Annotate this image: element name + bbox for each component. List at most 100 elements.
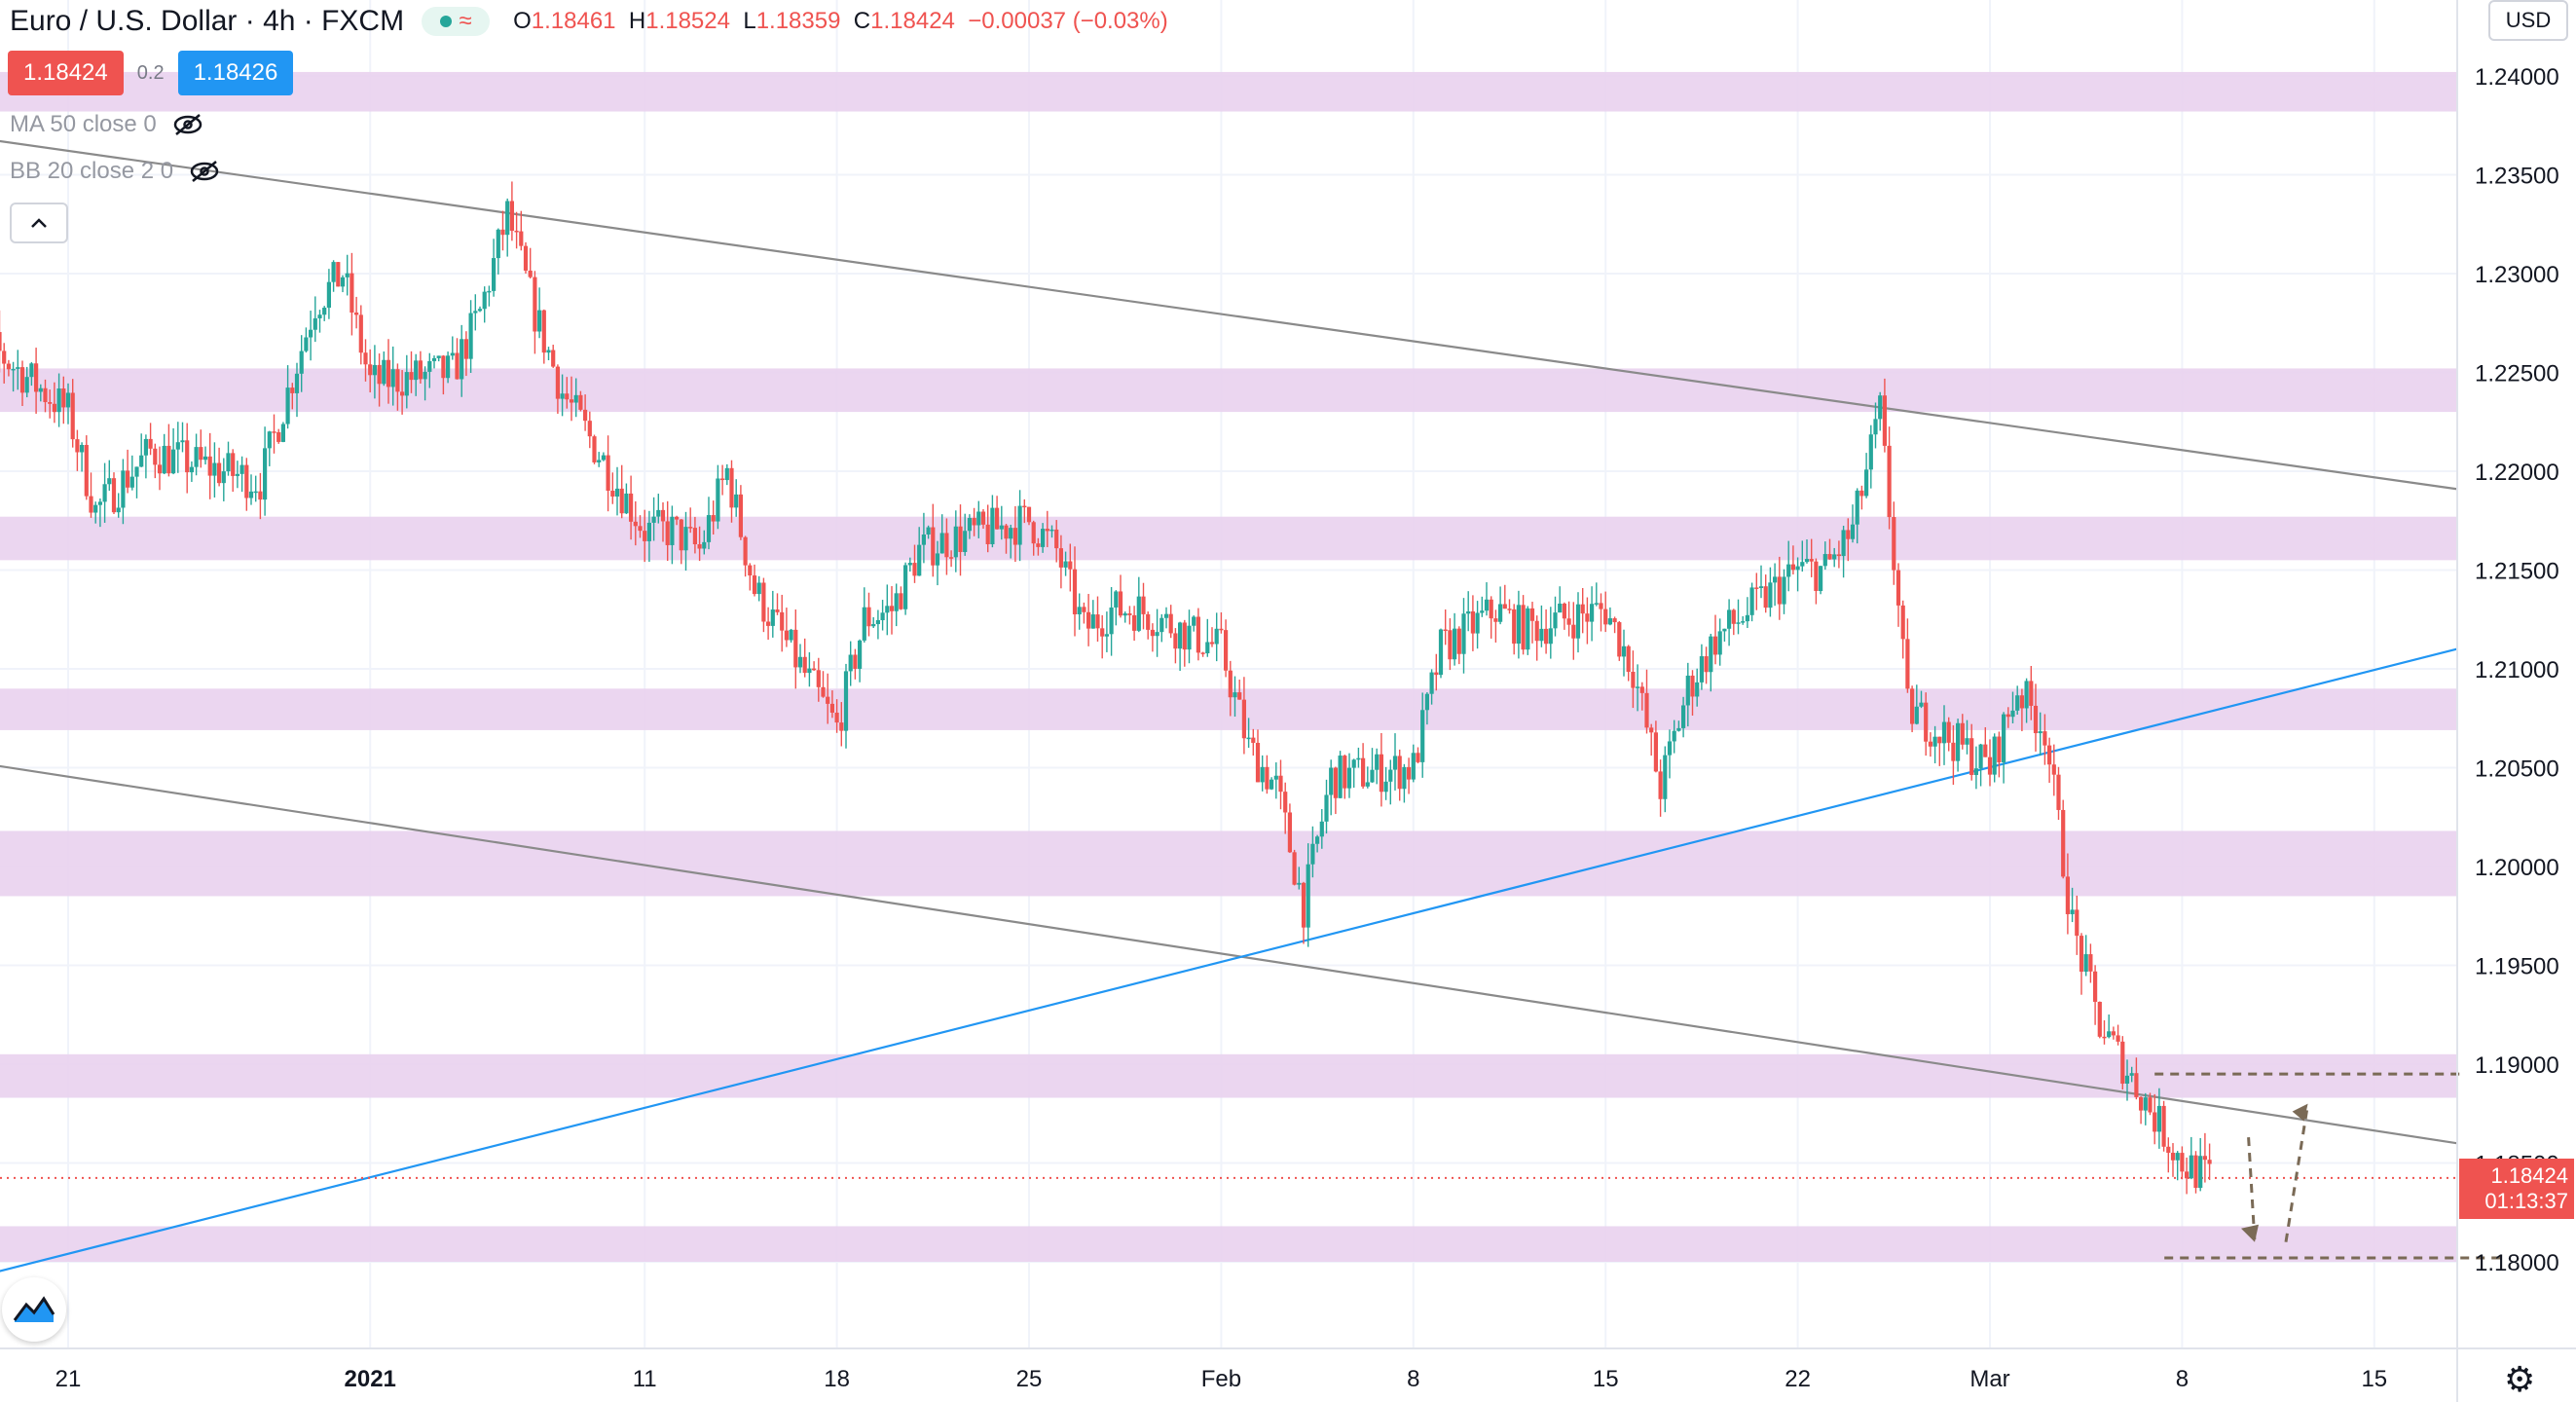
candle xyxy=(1928,732,1932,757)
candle-body xyxy=(1946,721,1951,743)
candle-body xyxy=(1324,794,1329,822)
candle-body xyxy=(1192,616,1196,626)
candle-body xyxy=(231,453,236,476)
candle xyxy=(839,702,844,747)
candle-body xyxy=(221,471,226,484)
candle-body xyxy=(1228,670,1233,698)
candle xyxy=(354,296,359,329)
candle-body xyxy=(1237,692,1242,700)
candle-body xyxy=(166,445,171,474)
candle-body xyxy=(1270,779,1274,790)
candle xyxy=(743,535,748,577)
candle-body xyxy=(2010,710,2015,718)
price-tick-label: 1.20500 xyxy=(2475,756,2559,783)
candle-body xyxy=(441,355,446,379)
candle xyxy=(24,366,29,398)
candle-body xyxy=(1585,613,1590,622)
candle xyxy=(436,355,441,362)
candle-body xyxy=(2139,1096,2144,1111)
candle-body xyxy=(1265,766,1270,790)
buy-button[interactable]: 1.18426 xyxy=(177,51,294,95)
candle xyxy=(816,657,821,702)
candle xyxy=(1022,498,1027,524)
price-tick-label: 1.23000 xyxy=(2475,262,2559,288)
candle xyxy=(587,411,592,449)
market-status-badge[interactable]: ≈ xyxy=(422,7,491,36)
candle-body xyxy=(2083,954,2088,972)
candle-body xyxy=(1356,757,1361,760)
eye-off-icon[interactable] xyxy=(172,113,203,136)
candle xyxy=(0,310,2,373)
gear-icon[interactable]: ⚙ xyxy=(2504,1359,2536,1399)
candle xyxy=(885,584,890,636)
trade-buttons: 1.18424 0.2 1.18426 xyxy=(8,51,294,95)
candle-body xyxy=(1375,754,1380,770)
price-zone xyxy=(0,830,2457,897)
indicator-bb[interactable]: BB 20 close 2 0 xyxy=(10,158,220,185)
candle-body xyxy=(1200,652,1205,654)
candle xyxy=(336,261,341,287)
candle xyxy=(780,594,785,652)
candle xyxy=(972,507,976,536)
time-tick-label: 25 xyxy=(1016,1366,1043,1392)
candle xyxy=(1461,598,1466,674)
candle xyxy=(1599,593,1603,632)
candle-body xyxy=(551,350,556,367)
market-open-dot-icon xyxy=(439,16,452,27)
candle xyxy=(1132,606,1137,642)
candle-body xyxy=(56,387,61,413)
candle-body xyxy=(651,516,656,523)
candle-body xyxy=(1873,419,1878,435)
candle xyxy=(1141,582,1146,630)
candle-body xyxy=(2019,695,2024,709)
candle-body xyxy=(207,456,212,476)
collapse-legend-button[interactable] xyxy=(10,203,68,243)
candle-body xyxy=(1855,490,1859,525)
tradingview-logo-button[interactable] xyxy=(2,1277,66,1342)
currency-button[interactable]: USD xyxy=(2488,0,2568,41)
candle-body xyxy=(1150,629,1155,637)
candle-body xyxy=(546,350,551,353)
candle-body xyxy=(11,368,16,371)
candle-body xyxy=(2175,1153,2180,1161)
candle xyxy=(1631,650,1636,709)
indicator-ma[interactable]: MA 50 close 0 xyxy=(10,111,203,138)
candle-body xyxy=(587,421,592,437)
candle xyxy=(2139,1096,2144,1125)
candle-body xyxy=(1205,642,1210,653)
candle-body xyxy=(1036,543,1041,547)
candle xyxy=(345,254,350,296)
candle xyxy=(153,443,158,479)
candle xyxy=(826,673,830,724)
candle xyxy=(1068,543,1073,592)
candle xyxy=(619,464,624,519)
candle xyxy=(578,390,583,412)
sell-button[interactable]: 1.18424 xyxy=(8,51,124,95)
candle xyxy=(724,463,729,486)
candle-body xyxy=(812,668,817,671)
candle xyxy=(1827,538,1832,560)
candle xyxy=(1850,504,1856,543)
candle xyxy=(2111,1026,2116,1040)
candle xyxy=(1639,682,1644,711)
candle xyxy=(2175,1151,2180,1181)
candle xyxy=(423,366,427,401)
candle xyxy=(1466,591,1471,632)
eye-off-icon[interactable] xyxy=(189,160,220,183)
candle-body xyxy=(111,478,117,513)
candle xyxy=(43,379,48,413)
candle xyxy=(134,466,139,498)
candle xyxy=(2010,691,2015,723)
candle xyxy=(1667,729,1673,779)
candle xyxy=(1987,739,1993,787)
candle xyxy=(171,427,176,475)
candle xyxy=(2107,1015,2112,1039)
symbol-title[interactable]: Euro / U.S. Dollar · 4h · FXCM xyxy=(10,5,405,37)
candle xyxy=(477,306,483,313)
candle xyxy=(903,562,908,615)
candle-body xyxy=(368,364,373,376)
candle xyxy=(468,300,473,373)
candle-body xyxy=(162,445,166,474)
time-axis[interactable]: 21 2021 11 18 25 Feb 8 15 22 Mar 8 15 xyxy=(0,1347,2576,1392)
